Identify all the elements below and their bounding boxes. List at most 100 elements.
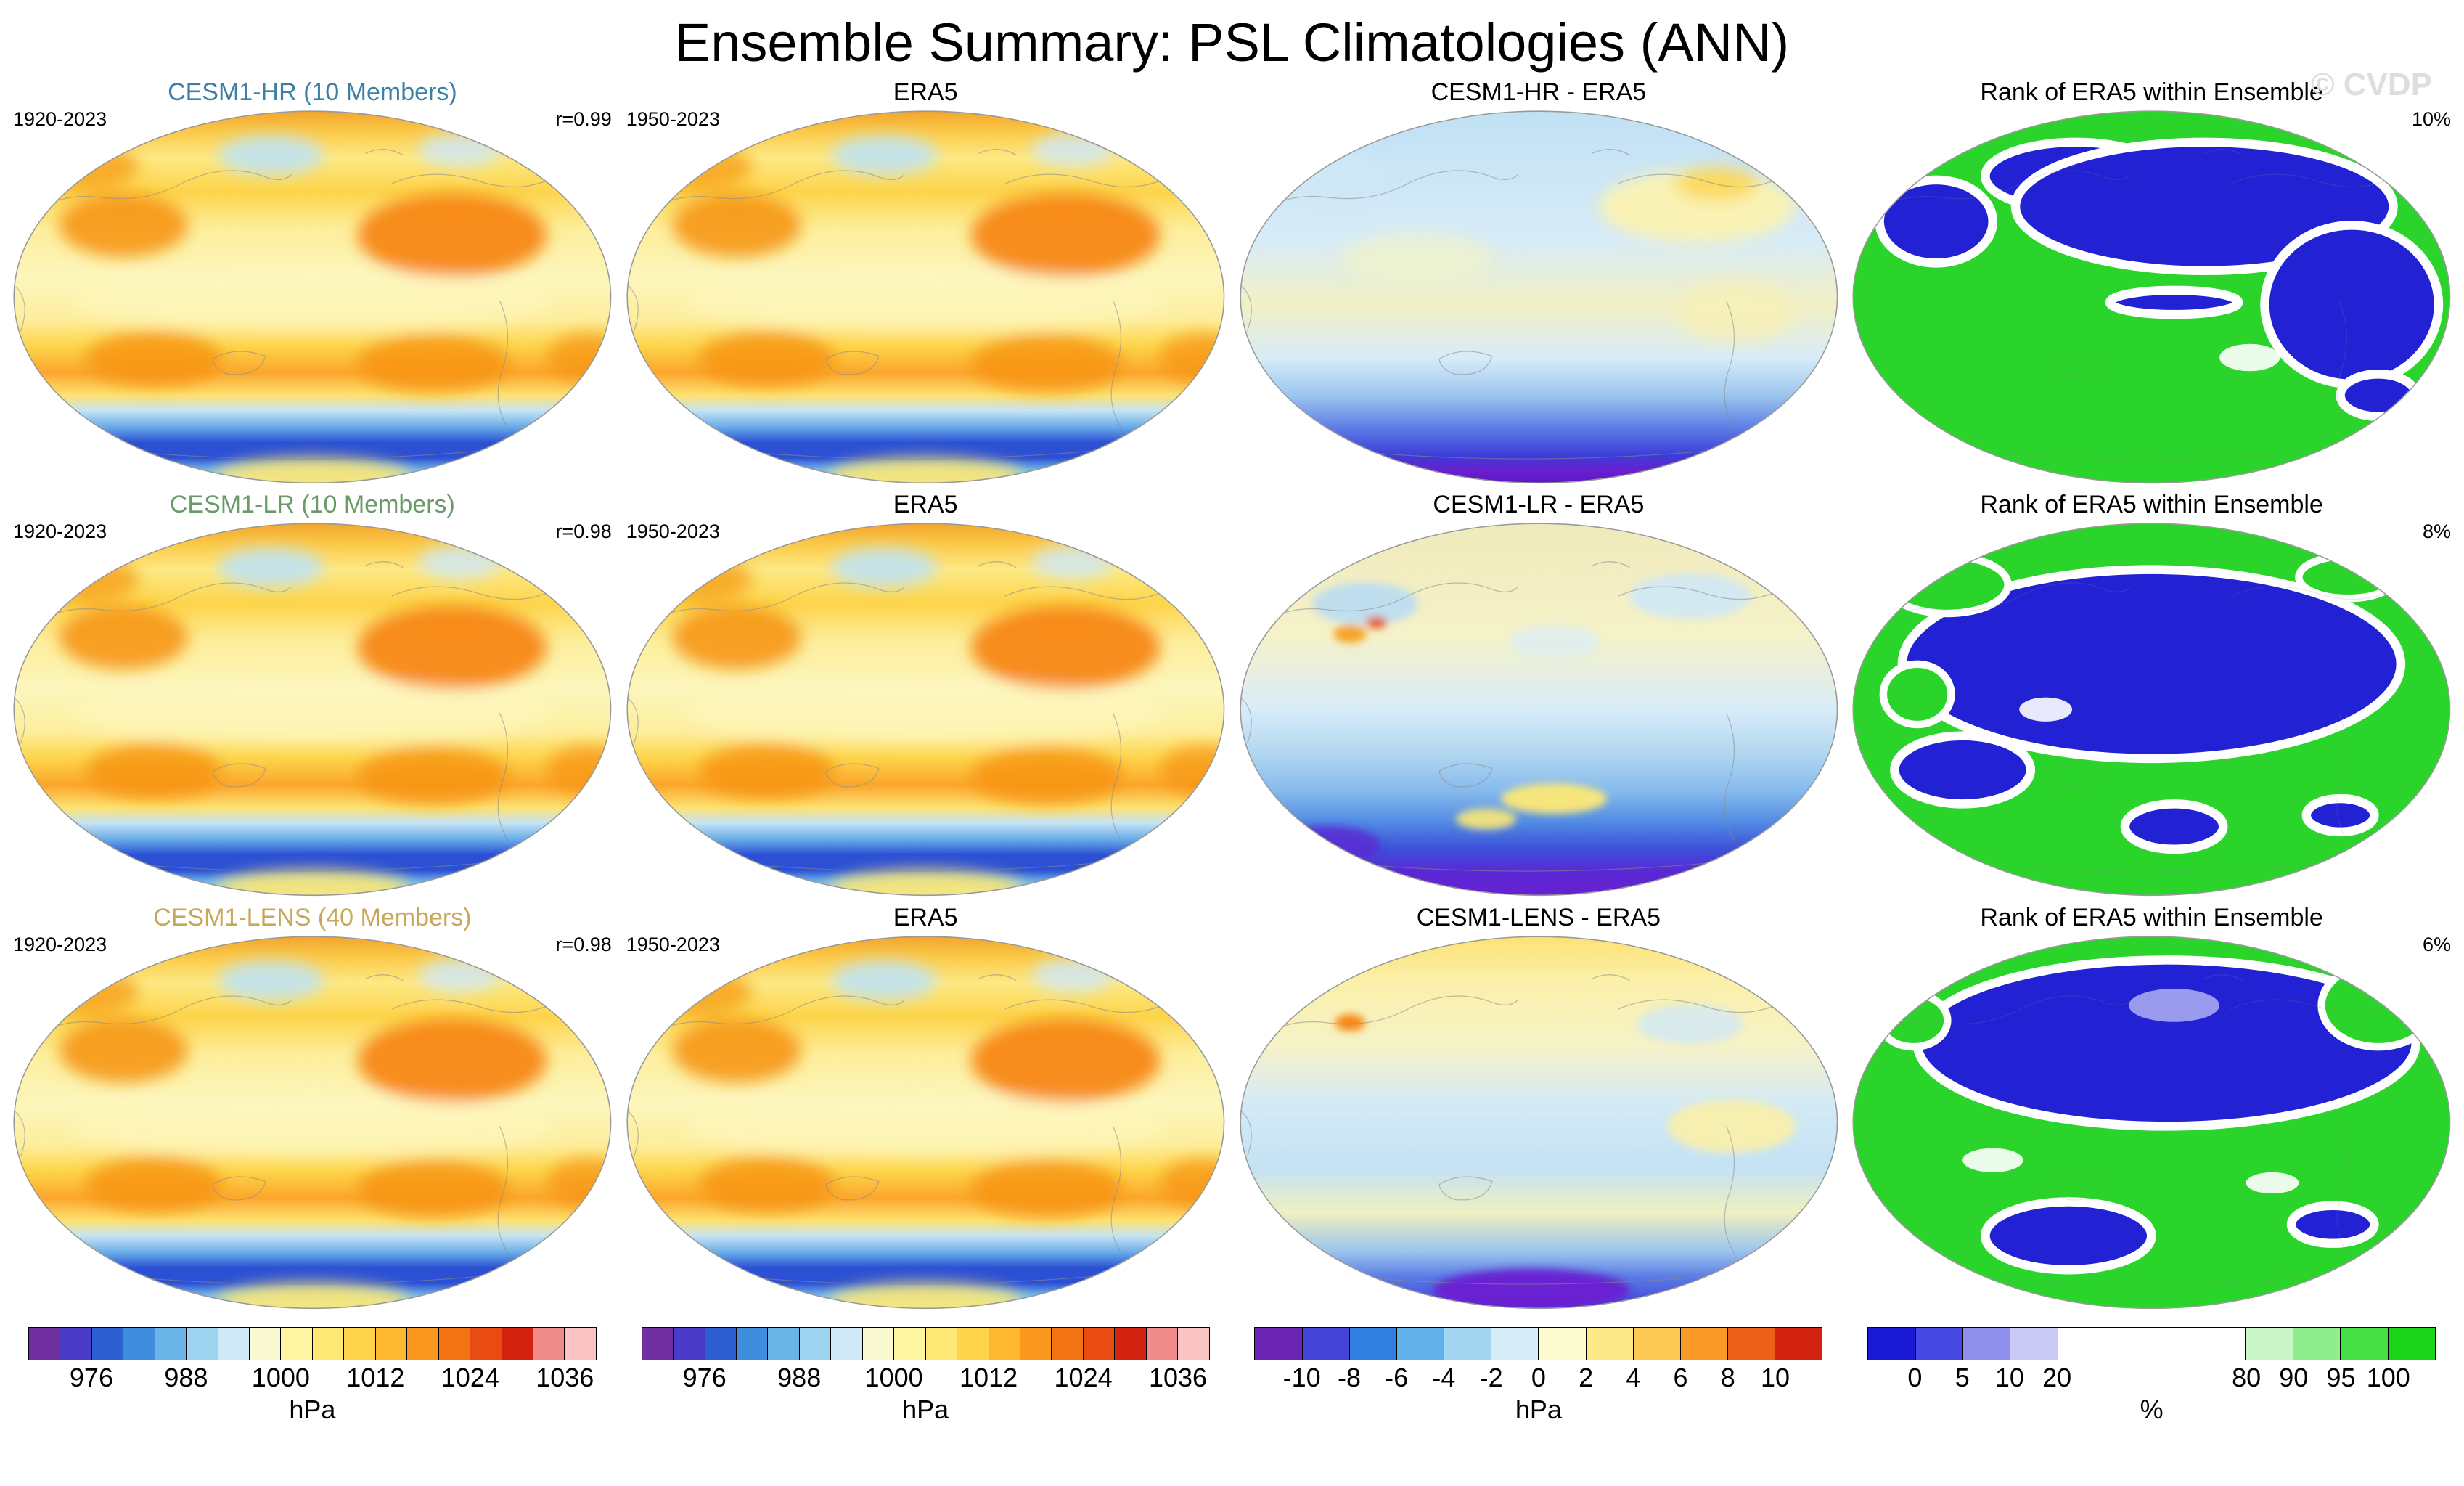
- colorbar-tick-label: 5: [1955, 1363, 1970, 1393]
- colorbar-tick-label: 1024: [441, 1363, 499, 1393]
- colorbar-segment: [2387, 1328, 2436, 1360]
- world-map: [10, 520, 615, 898]
- colorbar-tick-label: 10: [1761, 1363, 1790, 1393]
- colorbar-tick-label: 988: [777, 1363, 822, 1393]
- colorbar-rank: 0 5 10 20 80 90 95 100 %: [1867, 1327, 2436, 1425]
- panel-title: CESM1-LENS - ERA5: [1416, 903, 1661, 931]
- colorbar-segment: [1915, 1328, 1963, 1360]
- colorbar-segment: [988, 1328, 1020, 1360]
- colorbar-segment: [28, 1328, 60, 1360]
- colorbar-segment: [1868, 1328, 1915, 1360]
- map-rank-era5-row1: 10%: [1849, 108, 2454, 486]
- world-map: [10, 934, 615, 1311]
- colorbar-hpa-model: 976 988 1000 1012 1024 1036 hPa: [28, 1327, 597, 1425]
- colorbar-segment: [564, 1328, 596, 1360]
- colorbar-segment: [1301, 1328, 1349, 1360]
- colorbar-segment: [1145, 1328, 1178, 1360]
- colorbar-segment: [1727, 1328, 1775, 1360]
- colorbar-segment: [1177, 1328, 1209, 1360]
- panel-era5-row3: ERA5 1950-2023: [623, 902, 1228, 1311]
- years-label: 1950-2023: [626, 933, 720, 955]
- colorbar-tick-label: 1000: [251, 1363, 310, 1393]
- colorbar-segment: [343, 1328, 375, 1360]
- colorbar-segment: [1255, 1328, 1302, 1360]
- panel-rank-row2: Rank of ERA5 within Ensemble 8%: [1849, 489, 2454, 898]
- panel-cesm1-hr-climo: CESM1-HR (10 Members) 1920-2023 r=0.99: [10, 76, 615, 486]
- cvdp-watermark: © CVDP: [2311, 67, 2432, 102]
- colorbar-segment: [1775, 1328, 1822, 1360]
- colorbar-segment: [1444, 1328, 1491, 1360]
- colorbar-segment: [249, 1328, 281, 1360]
- colorbar-segment: [1585, 1328, 1633, 1360]
- panel-title: CESM1-HR (10 Members): [168, 78, 457, 106]
- colorbar-segment: [1491, 1328, 1539, 1360]
- row-cesm1-lens: CESM1-LENS (40 Members) 1920-2023 r=0.98…: [0, 902, 2464, 1311]
- years-label: 1950-2023: [626, 108, 720, 130]
- panel-era5-row2: ERA5 1950-2023: [623, 489, 1228, 898]
- colorbar-segment: [501, 1328, 533, 1360]
- panel-title: CESM1-LR - ERA5: [1433, 491, 1645, 519]
- panel-title: CESM1-HR - ERA5: [1430, 78, 1647, 106]
- colorbar-segment: [1962, 1328, 2010, 1360]
- map-cesm1-lens-climatology: 1920-2023 r=0.98: [10, 933, 615, 1311]
- colorbar-segment: [406, 1328, 438, 1360]
- colorbar-tick-label: 976: [682, 1363, 726, 1393]
- colorbar-tick-label: 1024: [1054, 1363, 1113, 1393]
- rank-percent-label: 8%: [2422, 520, 2451, 543]
- years-label: 1920-2023: [13, 520, 107, 543]
- map-rank-era5-row2: 8%: [1849, 520, 2454, 898]
- colorbar-unit: hPa: [902, 1395, 949, 1425]
- colorbar-tick-label: 1012: [346, 1363, 405, 1393]
- colorbar-ticks: 976 988 1000 1012 1024 1036: [28, 1363, 597, 1395]
- colorbar-tick-label: 988: [164, 1363, 208, 1393]
- colorbar-swatches: [1254, 1327, 1823, 1361]
- colorbar-ticks: 0 5 10 20 80 90 95 100: [1867, 1363, 2436, 1395]
- colorbar-segment: [736, 1328, 768, 1360]
- world-map: [1237, 108, 1841, 486]
- panel-title: CESM1-LR (10 Members): [169, 491, 455, 519]
- colorbar-tick-label: 0: [1531, 1363, 1546, 1393]
- colorbar-segment: [861, 1328, 894, 1360]
- colorbar-swatches: [1867, 1327, 2436, 1361]
- colorbar-tick-label: 20: [2042, 1363, 2072, 1393]
- colorbar-segment: [673, 1328, 705, 1360]
- colorbar-segment: [280, 1328, 312, 1360]
- world-map: [1237, 934, 1841, 1311]
- panel-title: ERA5: [893, 903, 958, 931]
- colorbar-segment: [438, 1328, 470, 1360]
- colorbar-unit: hPa: [1515, 1395, 1562, 1425]
- colorbar-tick-label: 6: [1673, 1363, 1688, 1393]
- colorbar-segment: [2245, 1328, 2293, 1360]
- world-map: [1849, 520, 2454, 898]
- years-label: 1920-2023: [13, 108, 107, 130]
- colorbar-tick-label: 976: [69, 1363, 113, 1393]
- colorbar-segment: [186, 1328, 218, 1360]
- colorbar-tick-label: 10: [1994, 1363, 2024, 1393]
- panel-title: Rank of ERA5 within Ensemble: [1980, 491, 2323, 519]
- colorbar-tick-label: 80: [2232, 1363, 2262, 1393]
- world-map: [1849, 108, 2454, 486]
- map-cesm1-hr-minus-era5: [1237, 108, 1841, 486]
- map-cesm1-hr-climatology: 1920-2023 r=0.99: [10, 108, 615, 486]
- colorbar-ticks: -10 -8 -6 -4 -2 0 2 4 6 8 10: [1254, 1363, 1822, 1395]
- colorbar-ticks: 976 988 1000 1012 1024 1036: [642, 1363, 1210, 1395]
- map-era5-row3: 1950-2023: [623, 933, 1228, 1311]
- colorbar-tick-label: -8: [1337, 1363, 1361, 1393]
- colorbar-segment: [1632, 1328, 1680, 1360]
- map-cesm1-lr-climatology: 1920-2023 r=0.98: [10, 520, 615, 898]
- years-label: 1950-2023: [626, 520, 720, 543]
- colorbar-segment: [2340, 1328, 2388, 1360]
- correlation-label: r=0.99: [555, 108, 612, 130]
- colorbar-tick-label: -4: [1432, 1363, 1456, 1393]
- panel-cesm1-lens-diff: CESM1-LENS - ERA5: [1237, 902, 1841, 1311]
- map-era5-row1: 1950-2023: [623, 108, 1228, 486]
- colorbar-segment: [957, 1328, 989, 1360]
- world-map: [623, 520, 1228, 898]
- row-cesm1-lr: CESM1-LR (10 Members) 1920-2023 r=0.98 E…: [0, 489, 2464, 898]
- panel-cesm1-lr-diff: CESM1-LR - ERA5: [1237, 489, 1841, 898]
- colorbar-tick-label: 1012: [959, 1363, 1018, 1393]
- colorbar-tick-label: 2: [1579, 1363, 1594, 1393]
- colorbar-segment: [1019, 1328, 1052, 1360]
- colorbar-segment: [470, 1328, 502, 1360]
- colorbar-tick-label: -10: [1282, 1363, 1321, 1393]
